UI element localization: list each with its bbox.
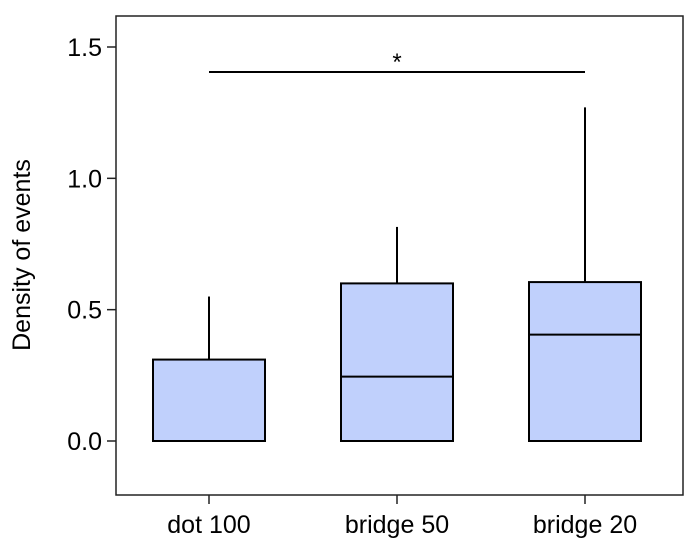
plot-frame bbox=[115, 15, 684, 496]
x-category-label: dot 100 bbox=[167, 511, 250, 539]
boxes-group bbox=[152, 107, 642, 442]
x-category-label: bridge 50 bbox=[345, 511, 449, 539]
y-tick-label: 0.5 bbox=[67, 297, 102, 325]
y-tick-label: 1.0 bbox=[67, 165, 102, 193]
box-iqr bbox=[528, 281, 642, 442]
box-2 bbox=[340, 226, 454, 442]
significance-star: * bbox=[392, 49, 401, 76]
significance-group: * bbox=[209, 49, 585, 76]
x-category-label: bridge 20 bbox=[533, 511, 637, 539]
box-iqr bbox=[152, 358, 266, 442]
box-iqr bbox=[340, 282, 454, 442]
x-axis-ticks: dot 100 bridge 50 bridge 20 bbox=[167, 495, 637, 539]
y-tick-label: 0.0 bbox=[67, 428, 102, 456]
y-axis-label: Density of events bbox=[8, 159, 36, 351]
box-1 bbox=[152, 296, 266, 442]
y-tick-label: 1.5 bbox=[67, 34, 102, 62]
box-3 bbox=[528, 107, 642, 442]
y-axis-ticks: 0.0 0.5 1.0 1.5 bbox=[67, 34, 116, 456]
